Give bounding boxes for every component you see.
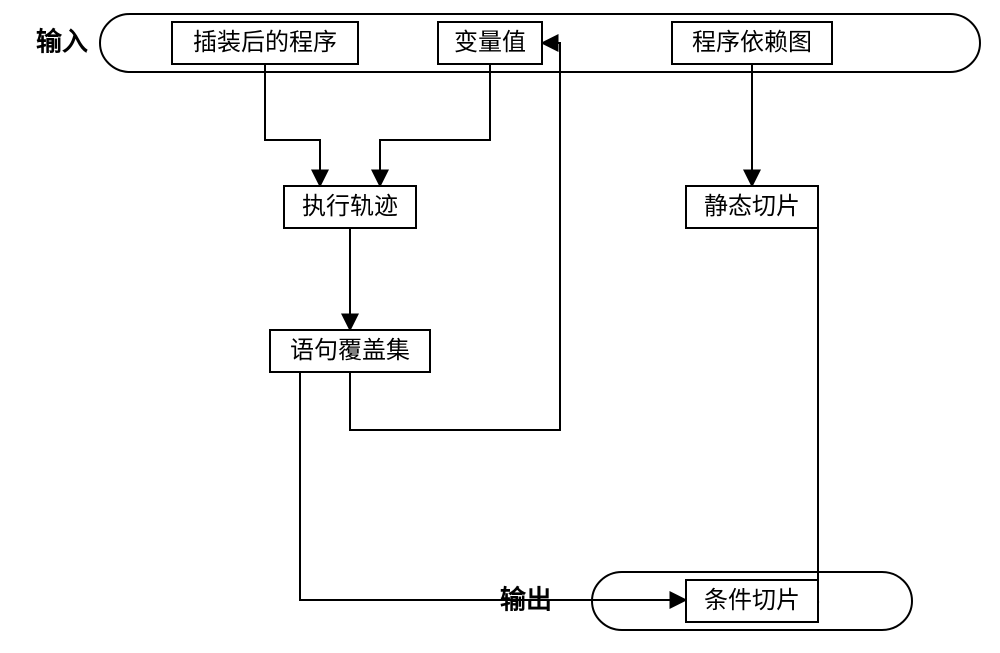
edge-coverage-to-condslice (300, 372, 686, 600)
node-coverage-label: 语句覆盖集 (290, 337, 410, 364)
node-staticslice-label: 静态切片 (704, 193, 800, 220)
node-trace-label: 执行轨迹 (302, 193, 398, 220)
edge-instrumented-to-trace (265, 64, 320, 186)
input-title: 输入 (36, 27, 88, 57)
node-varvalue-label: 变量值 (454, 29, 526, 56)
node-pdg-label: 程序依赖图 (692, 29, 812, 56)
output-title: 输出 (500, 585, 552, 615)
node-instrumented-label: 插装后的程序 (193, 29, 337, 56)
flowchart-canvas: 插装后的程序 变量值 程序依赖图执行轨迹语句覆盖集 静态切片条件切片 输入输出 (0, 0, 1000, 653)
node-condslice-label: 条件切片 (704, 587, 800, 614)
edge-varvalue-to-trace (380, 64, 490, 186)
